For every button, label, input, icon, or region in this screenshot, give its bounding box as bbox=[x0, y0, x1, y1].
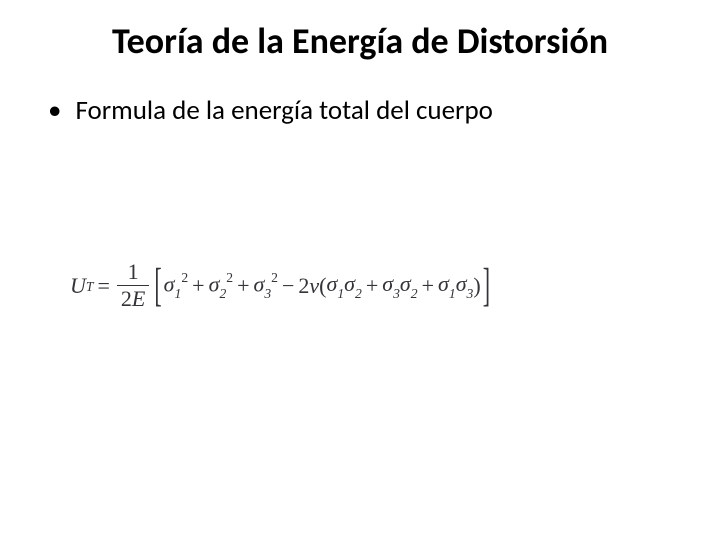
sigma-3a: σ bbox=[253, 271, 264, 296]
bullet-row: • Formula de la energía total del cuerpo bbox=[48, 93, 680, 128]
term-s1s3: σ1σ3 bbox=[438, 271, 473, 300]
lhs-sub: T bbox=[86, 279, 94, 295]
left-bracket: [ bbox=[154, 258, 161, 313]
sub-1a: 1 bbox=[175, 286, 182, 301]
slide-title: Teoría de la Energía de Distorsión bbox=[40, 20, 680, 63]
bullet-text: Formula de la energía total del cuerpo bbox=[75, 93, 492, 128]
two: 2 bbox=[298, 273, 309, 299]
frac-num: 1 bbox=[124, 260, 143, 284]
sub-t2a: 3 bbox=[393, 286, 400, 301]
sup-2a: 2 bbox=[226, 270, 233, 285]
term-s3s2: σ3σ2 bbox=[382, 271, 417, 300]
formula: UT = 1 2E [ σ12 + σ22 + σ32 − 2ν ( σ1σ2 … bbox=[70, 260, 650, 311]
plus-4: + bbox=[422, 273, 434, 299]
sub-t3b: 3 bbox=[467, 286, 474, 301]
sub-t1b: 2 bbox=[355, 286, 362, 301]
fraction: 1 2E bbox=[117, 260, 149, 311]
term-s1s2: σ1σ2 bbox=[326, 271, 361, 300]
sigma2sq: σ22 bbox=[209, 271, 233, 301]
nu: ν bbox=[309, 273, 319, 299]
sub-t3a: 1 bbox=[449, 286, 456, 301]
lparen: ( bbox=[319, 273, 326, 299]
sup-1a: 2 bbox=[181, 270, 188, 285]
frac-den: 2E bbox=[117, 287, 149, 311]
plus-3: + bbox=[366, 273, 378, 299]
plus-2: + bbox=[237, 273, 249, 299]
rparen: ) bbox=[473, 273, 480, 299]
right-bracket: ] bbox=[483, 258, 490, 313]
plus-1: + bbox=[192, 273, 204, 299]
sigma-1a: σ bbox=[164, 271, 175, 296]
equals: = bbox=[97, 273, 109, 299]
sigma3sq: σ32 bbox=[253, 271, 277, 301]
sigma-t3b: σ bbox=[456, 271, 467, 296]
frac-den-var: E bbox=[132, 286, 145, 311]
sub-t2b: 2 bbox=[411, 286, 418, 301]
sigma-t2b: σ bbox=[400, 271, 411, 296]
sup-3a: 2 bbox=[271, 270, 278, 285]
minus: − bbox=[282, 273, 294, 299]
slide: Teoría de la Energía de Distorsión • For… bbox=[0, 0, 720, 540]
sub-3a: 3 bbox=[264, 286, 271, 301]
sigma1sq: σ12 bbox=[164, 271, 188, 301]
sub-2a: 2 bbox=[219, 286, 226, 301]
sigma-t2a: σ bbox=[382, 271, 393, 296]
sigma-t3a: σ bbox=[438, 271, 449, 296]
bullet-glyph: • bbox=[48, 93, 61, 128]
frac-den-coef: 2 bbox=[121, 286, 132, 311]
lhs-var: U bbox=[70, 273, 86, 299]
sub-t1a: 1 bbox=[337, 286, 344, 301]
sigma-t1a: σ bbox=[326, 271, 337, 296]
sigma-2a: σ bbox=[209, 271, 220, 296]
sigma-t1b: σ bbox=[344, 271, 355, 296]
formula-region: UT = 1 2E [ σ12 + σ22 + σ32 − 2ν ( σ1σ2 … bbox=[70, 260, 650, 311]
